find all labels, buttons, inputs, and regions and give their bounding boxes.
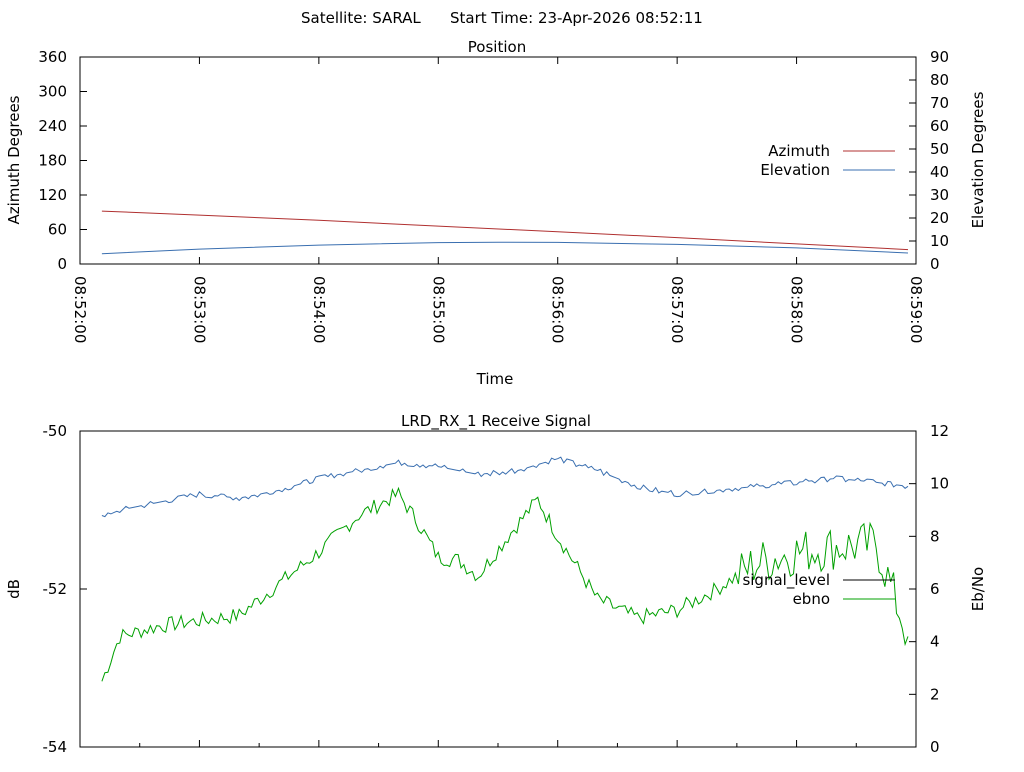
start-time-label: Start Time: 23-Apr-2026 08:52:11 [450, 9, 703, 27]
x-tick-label: 08:56:00 [549, 276, 567, 343]
position-right-axis: 0 10 20 30 40 50 60 70 80 90 [909, 48, 949, 273]
x-tick-label: 08:59:00 [907, 276, 925, 343]
y2-tick-label: 40 [930, 163, 949, 181]
series-line-elevation [101, 241, 909, 255]
y2-tick-label: 4 [930, 633, 940, 651]
y-tick-label: 180 [38, 152, 67, 170]
position-x-axis: 08:52:00 08:53:00 08:54:00 08:55:00 08:56:00… [71, 57, 925, 343]
y2-tick-label: 0 [930, 738, 940, 756]
series-line-signal_level_trace [101, 456, 909, 518]
signal-ylabel: dB [5, 579, 23, 599]
y2-tick-label: 60 [930, 117, 949, 135]
position-legend: Azimuth Elevation [760, 142, 895, 179]
y2-tick-label: 50 [930, 140, 949, 158]
y2-tick-label: 20 [930, 209, 949, 227]
legend-signal-level-label: signal_level [742, 571, 830, 590]
position-series [101, 210, 909, 255]
x-tick-label: 08:53:00 [190, 276, 208, 343]
y2-tick-label: 6 [930, 580, 940, 598]
x-tick-label: 08:54:00 [310, 276, 328, 343]
y2-tick-label: 70 [930, 94, 949, 112]
y2-tick-label: 12 [930, 422, 949, 440]
y2-tick-label: 30 [930, 186, 949, 204]
signal-plot-frame [79, 430, 917, 748]
y2-tick-label: 80 [930, 71, 949, 89]
y2-tick-label: 90 [930, 48, 949, 66]
signal-y2label: Eb/No [969, 567, 987, 611]
y-tick-label: 120 [38, 186, 67, 204]
position-left-axis: 0 60 120 180 240 300 360 [38, 48, 87, 273]
y2-tick-label: 8 [930, 527, 940, 545]
signal-legend: signal_level ebno [742, 571, 895, 608]
position-xlabel: Time [476, 370, 514, 388]
y2-tick-label: 2 [930, 685, 940, 703]
legend-elevation-label: Elevation [760, 161, 830, 179]
y-tick-label: -50 [43, 422, 68, 440]
x-tick-label: 08:57:00 [668, 276, 686, 343]
signal-left-axis: -54 -52 -50 [43, 422, 87, 756]
x-tick-label: 08:58:00 [788, 276, 806, 343]
legend-azimuth-label: Azimuth [768, 142, 830, 160]
signal-chart: LRD_RX_1 Receive Signal -54 -52 -50 0 2 4 6 8 1… [5, 412, 987, 756]
legend-ebno-label: ebno [793, 590, 830, 608]
x-tick-label: 08:55:00 [429, 276, 447, 343]
position-ylabel: Azimuth Degrees [5, 95, 23, 224]
y-tick-label: -54 [43, 738, 68, 756]
y2-tick-label: 10 [930, 475, 949, 493]
y-tick-label: 60 [48, 221, 67, 239]
position-y2label: Elevation Degrees [969, 91, 987, 228]
signal-right-axis: 0 2 4 6 8 10 12 [909, 422, 949, 756]
series-line-ebno [101, 486, 909, 682]
y-tick-label: 360 [38, 48, 67, 66]
signal-title: LRD_RX_1 Receive Signal [401, 412, 591, 431]
position-chart: Position 0 60 120 180 240 300 360 0 10 20 30 40 50 6… [5, 38, 987, 388]
y2-tick-label: 0 [930, 255, 940, 273]
position-title: Position [468, 38, 526, 56]
y-tick-label: -52 [43, 580, 68, 598]
signal-series [101, 456, 909, 682]
y2-tick-label: 10 [930, 232, 949, 250]
series-line-azimuth [101, 210, 909, 251]
signal-x-axis [139, 740, 857, 747]
y-tick-label: 0 [57, 255, 67, 273]
y-tick-label: 300 [38, 83, 67, 101]
y-tick-label: 240 [38, 117, 67, 135]
satellite-label: Satellite: SARAL [301, 9, 421, 27]
x-tick-label: 08:52:00 [71, 276, 89, 343]
